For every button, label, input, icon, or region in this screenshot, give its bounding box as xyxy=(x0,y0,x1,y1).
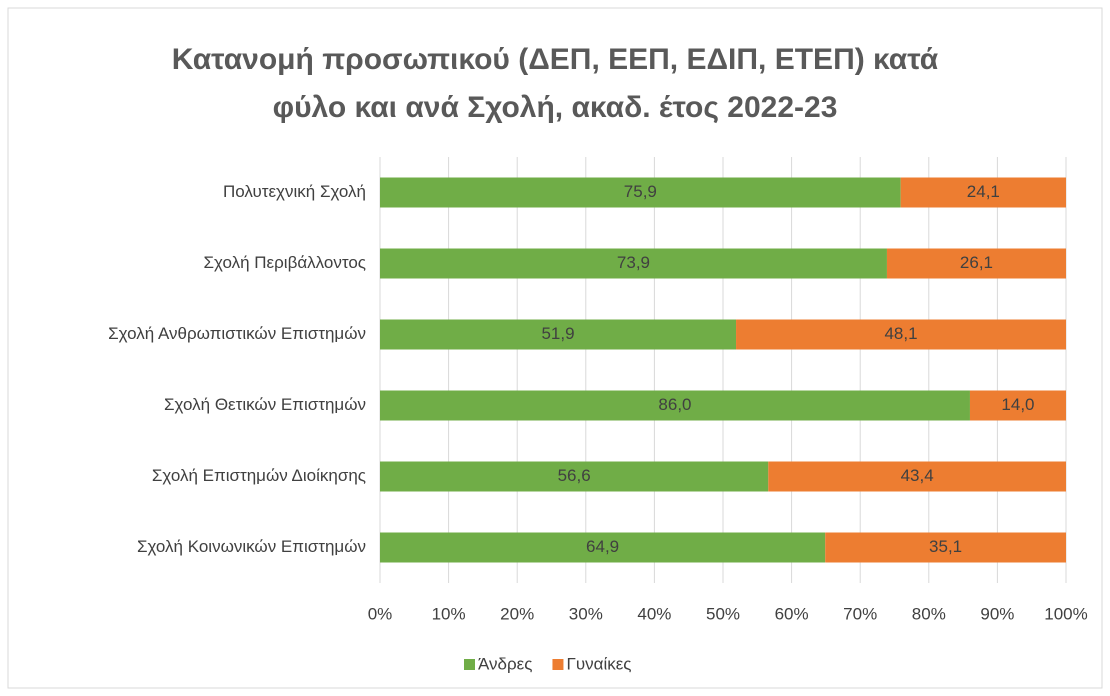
bar-segment xyxy=(969,390,1066,421)
data-label: 14,0 xyxy=(1001,395,1034,414)
chart-title: Κατανομή προσωπικού (ΔΕΠ, ΕΕΠ, ΕΔΙΠ, ΕΤΕ… xyxy=(171,43,939,124)
bar-segment xyxy=(900,177,1066,208)
x-tick-label: 40% xyxy=(637,604,671,623)
bar-segment xyxy=(380,319,737,350)
legend-swatch xyxy=(552,659,564,670)
bar-segment xyxy=(886,248,1066,279)
bar-segment xyxy=(380,461,769,492)
y-tick-label: Σχολή Κοινωνικών Επιστημών xyxy=(137,537,366,556)
y-tick-label: Σχολή Επιστημών Διοίκησης xyxy=(152,466,366,485)
bar-segment xyxy=(380,532,826,563)
x-tick-label: 30% xyxy=(569,604,603,623)
y-tick-label: Σχολή Ανθρωπιστικών Επιστημών xyxy=(108,324,366,343)
x-tick-label: 70% xyxy=(843,604,877,623)
data-label: 26,1 xyxy=(960,253,993,272)
bar-segment xyxy=(380,390,970,421)
data-label: 24,1 xyxy=(967,182,1000,201)
x-tick-label: 90% xyxy=(980,604,1014,623)
data-label: 51,9 xyxy=(541,324,574,343)
legend-label: Γυναίκες xyxy=(566,654,631,673)
x-tick-label: 10% xyxy=(432,604,466,623)
data-label: 73,9 xyxy=(617,253,650,272)
y-tick-label: Σχολή Θετικών Επιστημών xyxy=(164,395,366,414)
data-label: 56,6 xyxy=(558,466,591,485)
x-tick-label: 0% xyxy=(368,604,393,623)
data-label: 64,9 xyxy=(586,537,619,556)
data-label: 86,0 xyxy=(658,395,691,414)
bar-segment xyxy=(736,319,1066,350)
y-tick-label: Σχολή Περιβάλλοντος xyxy=(203,253,366,272)
x-tick-label: 20% xyxy=(500,604,534,623)
x-tick-label: 80% xyxy=(912,604,946,623)
bar-segment xyxy=(380,177,901,208)
data-label: 48,1 xyxy=(884,324,917,343)
data-label: 43,4 xyxy=(901,466,934,485)
legend-swatch xyxy=(464,659,475,670)
data-label: 35,1 xyxy=(929,537,962,556)
legend-label: Άνδρες xyxy=(478,654,532,673)
bar-segment xyxy=(768,461,1066,492)
x-tick-label: 100% xyxy=(1044,604,1087,623)
bar-segment xyxy=(380,248,887,279)
x-tick-label: 50% xyxy=(706,604,740,623)
y-tick-label: Πολυτεχνική Σχολή xyxy=(223,182,366,201)
x-tick-label: 60% xyxy=(775,604,809,623)
data-label: 75,9 xyxy=(624,182,657,201)
bar-segment xyxy=(825,532,1066,563)
